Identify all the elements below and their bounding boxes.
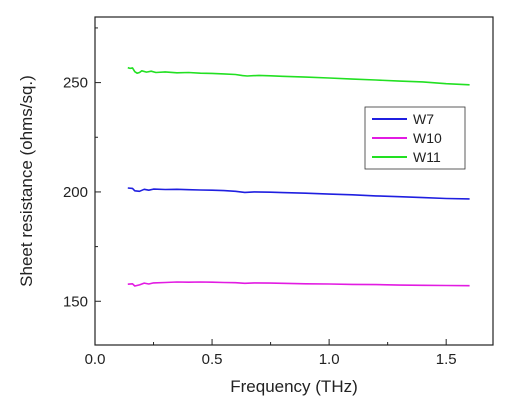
series-line-w7 [127, 187, 470, 200]
series-line-w10 [127, 281, 470, 287]
y-tick-label: 150 [63, 293, 88, 310]
y-tick-label: 250 [63, 75, 88, 92]
plot-frame [94, 16, 494, 346]
x-axis-title: Frequency (THz) [230, 377, 358, 396]
legend-label-w10: W10 [413, 130, 442, 146]
legend: W7 W10 W11 [364, 106, 466, 170]
x-tick-label: 0.5 [202, 351, 223, 368]
legend-label-w11: W11 [413, 149, 441, 165]
series-line-w11 [127, 66, 470, 86]
y-tick-label: 200 [63, 184, 88, 201]
plot-area [127, 66, 470, 287]
x-tick-label: 1.5 [436, 351, 457, 368]
y-axis-title: Sheet resistance (ohms/sq.) [17, 75, 36, 287]
legend-label-w7: W7 [413, 111, 434, 127]
axes: 0.0 0.5 1.0 1.5 150 200 250 [63, 16, 494, 368]
x-tick-label: 1.0 [319, 351, 340, 368]
x-tick-label: 0.0 [85, 351, 106, 368]
